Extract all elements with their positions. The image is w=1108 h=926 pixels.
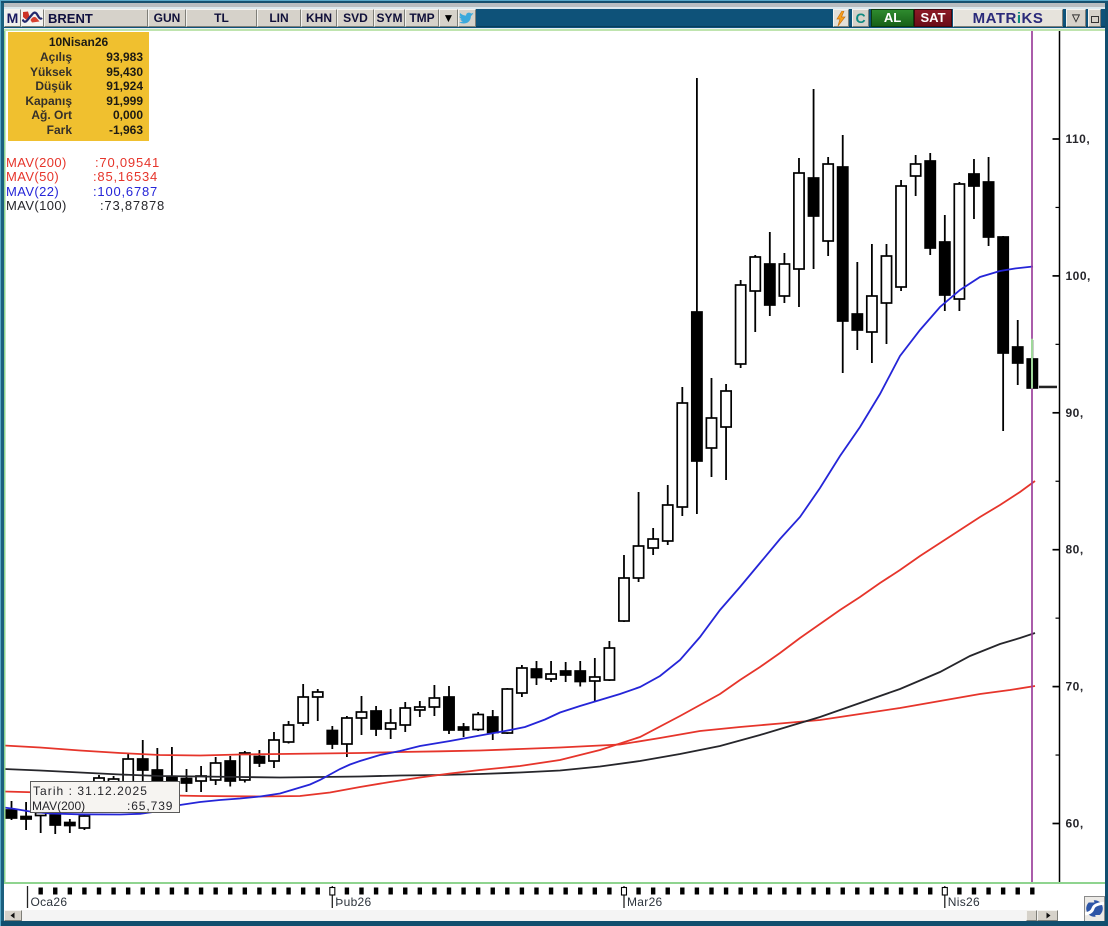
- svg-text:70,: 70,: [1066, 680, 1084, 694]
- svg-text:90,: 90,: [1066, 406, 1084, 420]
- svg-text:Þub26: Þub26: [335, 895, 371, 909]
- svg-text:100,: 100,: [1066, 269, 1091, 283]
- svg-text:Mar26: Mar26: [627, 895, 663, 909]
- svg-text:Nis26: Nis26: [948, 895, 980, 909]
- svg-text:60,: 60,: [1066, 817, 1084, 831]
- svg-text:110,: 110,: [1066, 132, 1091, 146]
- svg-text:80,: 80,: [1066, 543, 1084, 557]
- svg-text:Oca26: Oca26: [31, 895, 68, 909]
